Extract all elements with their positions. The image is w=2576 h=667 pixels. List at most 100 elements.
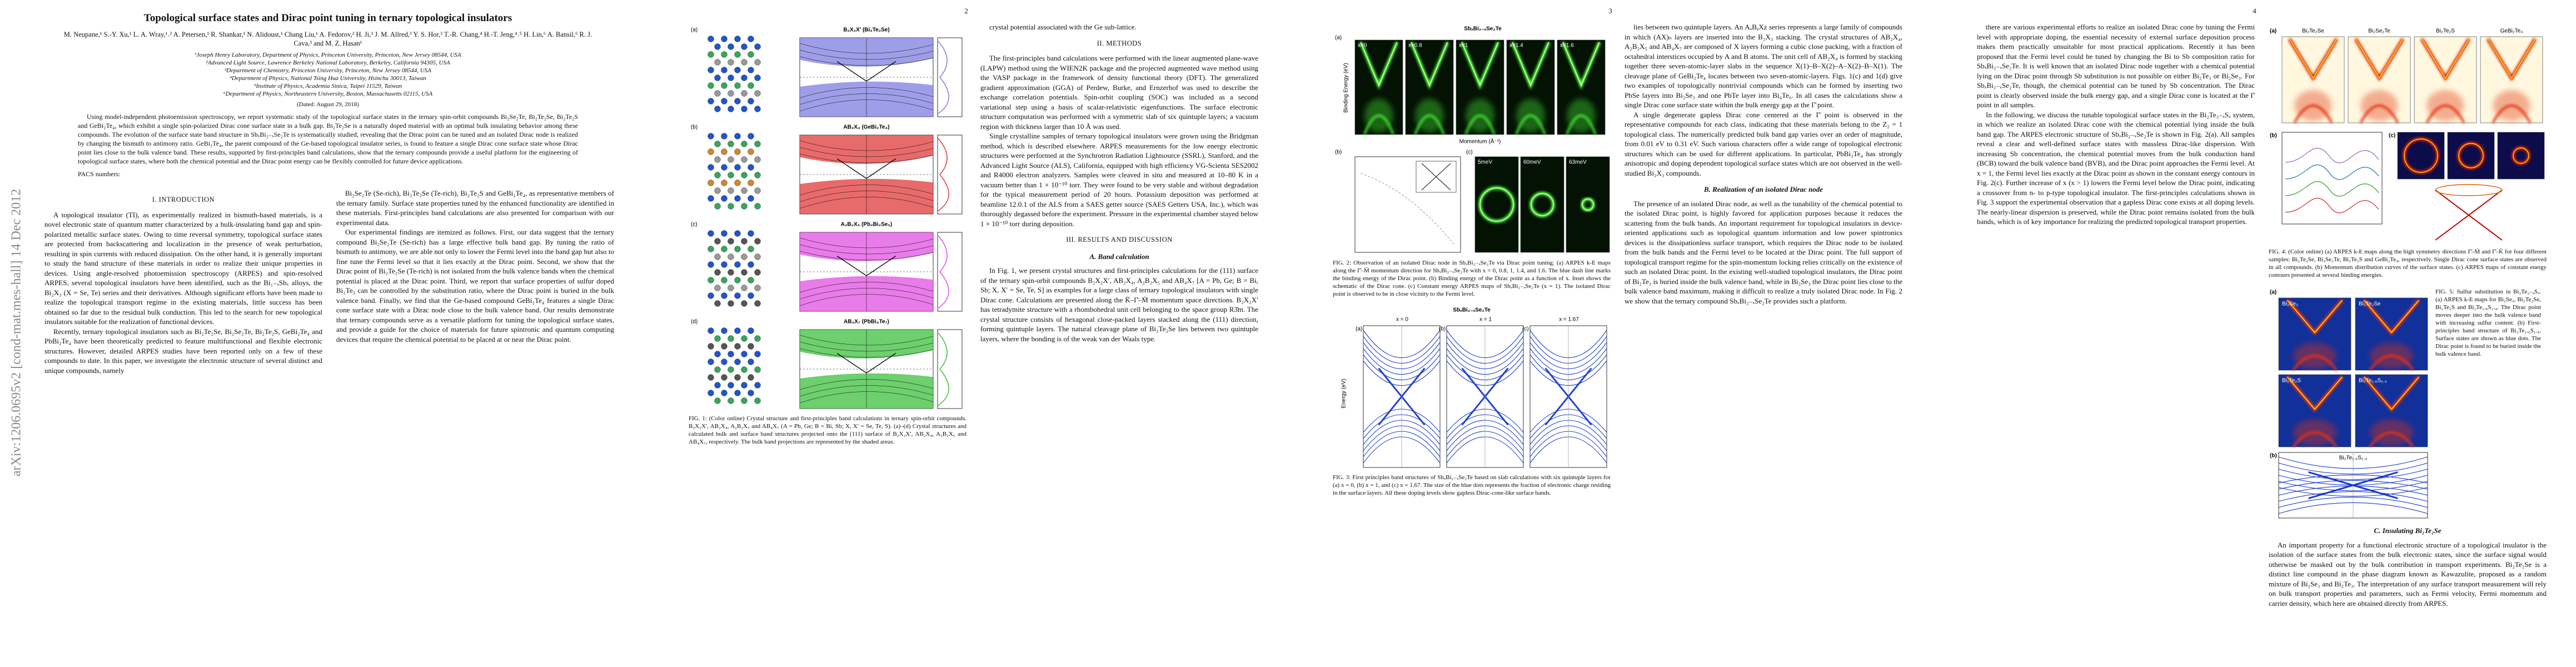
- atom: [728, 351, 734, 357]
- atom: [714, 382, 721, 389]
- figure: SbₓBi₂₋ₓSe₂Te (a) Binding Energy (eV) x=0 x=…: [1333, 23, 1611, 298]
- figure-label: Momentum (Å⁻¹): [1459, 138, 1501, 145]
- atom: [741, 300, 748, 307]
- figure-label: (b): [2270, 133, 2277, 139]
- figure-label: (b): [691, 125, 697, 131]
- figure-label: Binding Energy (eV): [1343, 63, 1349, 113]
- atom: [734, 67, 741, 73]
- atom: [754, 156, 761, 163]
- pacs: PACS numbers:: [78, 170, 121, 178]
- atom: [754, 90, 761, 97]
- atom: [748, 277, 754, 283]
- atom: [714, 90, 721, 97]
- mdc-curve: [2285, 148, 2379, 163]
- bulk-valence: [2369, 354, 2414, 371]
- atom: [728, 74, 734, 81]
- figure-label: (c): [2389, 133, 2395, 139]
- surface-band: [1512, 42, 1549, 87]
- atom: [707, 195, 714, 202]
- figure-label: Bi₂Te₂S: [2282, 378, 2301, 384]
- atom: [754, 253, 761, 260]
- atom: [734, 82, 741, 89]
- atom: [754, 106, 761, 112]
- atom: [728, 187, 734, 194]
- atom: [748, 246, 754, 252]
- atom: [707, 148, 714, 155]
- contour: [2404, 138, 2438, 173]
- figure-label: Energy (eV): [1341, 379, 1347, 408]
- paragraph: lies between two quintuple layers. An Aₓ…: [1625, 23, 1902, 109]
- mdc-curve: [2285, 198, 2379, 213]
- atom: [728, 156, 734, 163]
- atom: [721, 133, 728, 140]
- atom: [754, 238, 761, 245]
- column: (a) Bi₂Te₂Se Bi₂Se₂Te Bi₂Te₂S GeBi₂Te₄ (b) (c)…: [2269, 22, 2547, 660]
- surface-band: [2355, 38, 2404, 79]
- figure-label: SbₓBi₂₋ₓSe₂Te: [1464, 26, 1502, 32]
- atom: [748, 230, 754, 237]
- date: (Dated: August 29, 2018): [297, 101, 359, 108]
- atom: [707, 67, 714, 73]
- figure-label: (c): [1522, 326, 1529, 332]
- atom: [741, 106, 748, 112]
- figure-label: (b): [2270, 453, 2277, 459]
- atom: [721, 390, 728, 396]
- atom: [748, 98, 754, 104]
- figure-label: Bi₂Se₂Te: [2368, 28, 2390, 34]
- paragraph: A single degenerate gapless Dirac cone c…: [1625, 110, 1902, 177]
- surface-band: [2421, 38, 2470, 79]
- atom: [707, 164, 714, 171]
- atom: [707, 292, 714, 299]
- atom: [741, 203, 748, 210]
- atom: [754, 203, 761, 210]
- dos-curve: [937, 137, 949, 212]
- cone-rim: [2435, 184, 2503, 196]
- atom: [741, 285, 748, 291]
- surface-band: [1411, 42, 1448, 87]
- atom: [714, 141, 721, 147]
- atom: [748, 164, 754, 171]
- contour: [2513, 147, 2529, 164]
- atom: [748, 343, 754, 350]
- atom: [754, 74, 761, 81]
- figure: (a) B₂X₂X′ (Bi₂Te₂Se) (b) AB₂X₄ (GeBi₂Te₄) (…: [689, 23, 966, 446]
- section-heading: III. RESULTS AND DISCUSSION: [1066, 236, 1173, 243]
- section-heading: II. METHODS: [1097, 39, 1142, 47]
- page: 4 there are various experimental efforts …: [1932, 0, 2576, 667]
- atom: [748, 51, 754, 58]
- atom: [748, 327, 754, 334]
- atom: [741, 351, 748, 357]
- atom: [721, 343, 728, 350]
- atom: [714, 269, 721, 276]
- atom: [714, 351, 721, 357]
- atom: [721, 230, 728, 237]
- dirac-cone-3d: [2435, 190, 2503, 241]
- figure: (a) Bi₂Se₃ Bi₂Te₂Se Bi₂Te₂S Bi₂Te₁.₆S₁.₄ (b) B…: [2269, 286, 2547, 519]
- atom: [734, 133, 741, 140]
- atom: [728, 43, 734, 50]
- atom: [741, 253, 748, 260]
- surface-band: [2487, 38, 2536, 79]
- atom: [728, 382, 734, 389]
- column: (a) B₂X₂X′ (Bi₂Te₂Se) (b) AB₂X₄ (GeBi₂Te₄) (…: [689, 22, 966, 660]
- figure-label: x=1.4: [1509, 43, 1523, 49]
- atom: [748, 261, 754, 268]
- plot-frame: [2281, 132, 2383, 225]
- atom: [734, 390, 741, 396]
- figure-label: 63meV: [1569, 160, 1587, 166]
- figure-label: x = 1.67: [1559, 317, 1579, 323]
- atom: [741, 156, 748, 163]
- atom: [714, 172, 721, 178]
- atom: [714, 43, 721, 50]
- paragraph: crystal potential associated with the Ge…: [989, 23, 1137, 31]
- affiliation: ⁵Institute of Physics, Academia Sinica, …: [253, 83, 402, 89]
- atom: [734, 164, 741, 171]
- affiliation: ³Department of Chemistry, Princeton Univ…: [224, 67, 432, 74]
- dos-curve: [937, 235, 949, 309]
- bulk-valence: [2292, 354, 2338, 371]
- figure-label: (b): [1439, 326, 1446, 332]
- atom: [721, 327, 728, 334]
- bulk-valence: [2369, 431, 2414, 448]
- paragraph: Recently, ternary topological insulators…: [44, 327, 322, 375]
- atom: [707, 82, 714, 89]
